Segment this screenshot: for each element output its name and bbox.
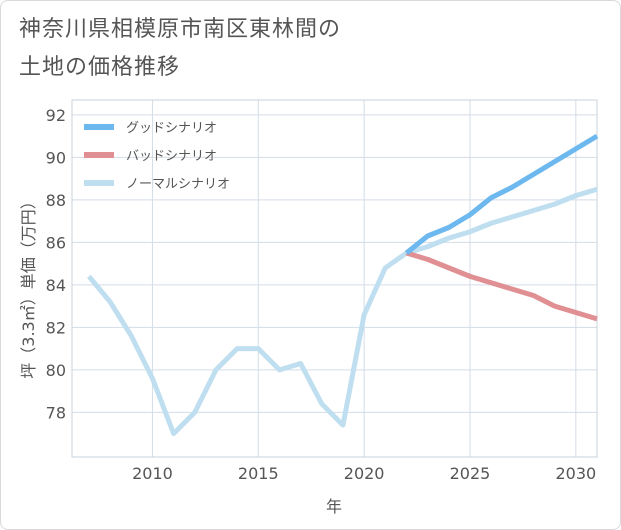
series-line-1 — [405, 250, 598, 322]
x-tick-label: 2025 — [450, 464, 491, 483]
series-line-0 — [404, 133, 599, 255]
legend-label: バッドシナリオ — [126, 149, 217, 164]
y-tick-label: 82 — [46, 318, 66, 337]
plot-frame — [71, 99, 598, 458]
y-axis-label: 坪（3.3㎡）単価（万円） — [19, 193, 38, 378]
chart-title: 神奈川県相模原市南区東林間の 土地の価格推移 — [19, 11, 341, 87]
y-tick-label: 88 — [46, 191, 66, 210]
legend-label: グッドシナリオ — [126, 121, 217, 136]
title-line-1: 神奈川県相模原市南区東林間の — [19, 17, 342, 42]
y-tick-label: 92 — [46, 106, 66, 125]
series-line-2 — [87, 186, 598, 437]
legend-label: ノーマルシナリオ — [126, 177, 230, 192]
x-tick-label: 2015 — [238, 464, 279, 483]
x-axis-label: 年 — [326, 497, 342, 516]
y-tick-label: 86 — [46, 233, 66, 252]
x-tick-label: 2020 — [344, 464, 385, 483]
y-tick-label: 80 — [46, 361, 66, 380]
y-tick-label: 84 — [46, 276, 66, 295]
x-tick-label: 2010 — [132, 464, 173, 483]
x-tick-label: 2030 — [555, 464, 596, 483]
y-tick-label: 90 — [46, 148, 66, 167]
y-tick-label: 78 — [46, 403, 66, 422]
title-line-2: 土地の価格推移 — [19, 55, 181, 80]
